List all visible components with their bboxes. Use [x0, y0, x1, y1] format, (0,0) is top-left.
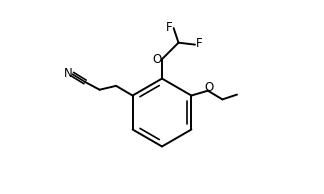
Text: F: F [166, 21, 173, 34]
Text: F: F [196, 37, 202, 50]
Text: N: N [64, 67, 73, 80]
Text: O: O [153, 53, 162, 66]
Text: O: O [204, 81, 214, 94]
